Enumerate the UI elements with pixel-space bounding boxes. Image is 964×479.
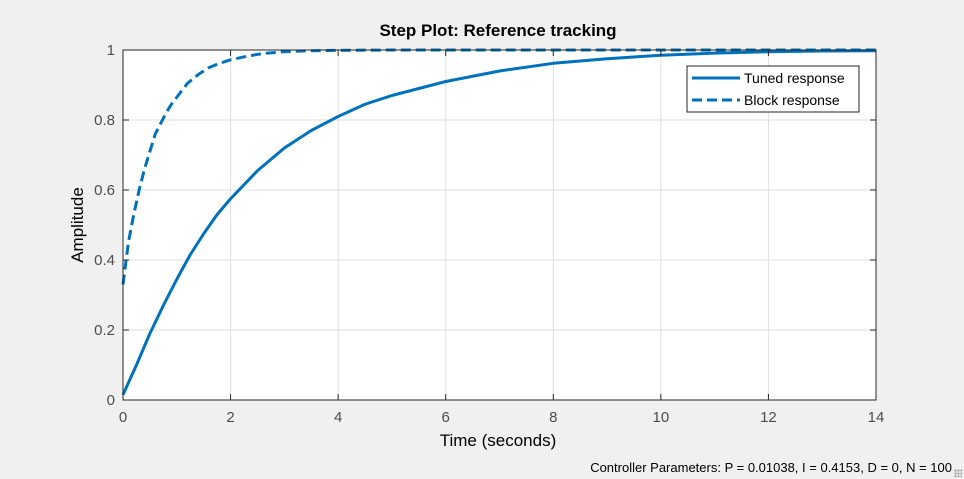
- grid-lines: [123, 50, 876, 400]
- y-tick-label: 0.2: [94, 322, 115, 339]
- legend-label-tuned: Tuned response: [744, 70, 845, 86]
- x-axis-label: Time (seconds): [440, 431, 557, 450]
- axes-box: [122, 49, 877, 401]
- x-tick-label: 14: [868, 409, 885, 426]
- x-tick-label: 6: [442, 409, 450, 426]
- x-tick-label: 10: [653, 409, 670, 426]
- y-tick-label: 1: [107, 42, 115, 59]
- axis-ticks: 0 2 4 6 8 10 12 14 0 0.2 0.4 0.6 0.8 1: [94, 42, 884, 426]
- legend-label-block: Block response: [744, 92, 840, 108]
- x-tick-label: 2: [226, 409, 234, 426]
- series-line-tuned-response: [121, 49, 877, 396]
- y-tick-label: 0.4: [94, 252, 115, 269]
- legend[interactable]: Tuned response Block response: [686, 65, 860, 113]
- y-axis-label: Amplitude: [68, 187, 87, 263]
- status-bar: Controller Parameters: P = 0.01038, I = …: [0, 458, 964, 479]
- controller-parameters-text: Controller Parameters: P = 0.01038, I = …: [590, 460, 952, 475]
- legend-box: [686, 65, 860, 113]
- step-plot-chart[interactable]: 0 2 4 6 8 10 12 14 0 0.2 0.4 0.6 0.8 1 Step Plot: Ref…: [0, 0, 964, 458]
- series-lines: [121, 48, 877, 396]
- x-tick-label: 0: [119, 409, 127, 426]
- x-tick-label: 8: [549, 409, 557, 426]
- resize-grip-icon[interactable]: [954, 469, 962, 477]
- series-line-block-response: [121, 48, 876, 285]
- chart-title: Step Plot: Reference tracking: [379, 21, 616, 40]
- x-tick-label: 12: [760, 409, 777, 426]
- x-tick-label: 4: [334, 409, 342, 426]
- y-tick-label: 0.8: [94, 112, 115, 129]
- y-tick-label: 0.6: [94, 182, 115, 199]
- y-tick-label: 0: [107, 392, 115, 409]
